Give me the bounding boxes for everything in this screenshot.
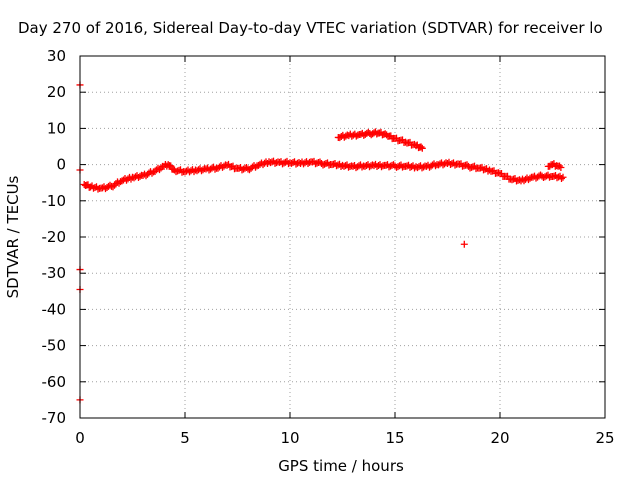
data-point [486,166,493,174]
data-point [333,162,340,170]
data-point [157,164,165,172]
data-point [558,174,565,182]
data-point [516,176,523,184]
data-point [393,163,400,171]
data-point [271,159,279,167]
data-point [378,163,385,171]
data-point [382,161,390,169]
data-point [330,160,337,168]
chart-title: Day 270 of 2016, Sidereal Day-to-day VTE… [18,19,603,37]
data-point [399,163,406,171]
y-tick-label: -40 [42,300,67,318]
data-point [90,184,97,192]
data-point [557,163,565,171]
data-point [463,161,471,169]
data-point [553,174,561,182]
data-point [451,161,459,169]
data-point [109,183,117,191]
data-point [190,168,198,176]
data-point [418,144,426,152]
plot-frame [79,55,606,419]
series-outliers [76,81,468,404]
data-point [352,132,360,140]
y-tick-label: 30 [47,47,66,65]
data-point [156,166,163,174]
data-point [550,172,558,180]
data-point [199,166,207,174]
data-point [111,181,118,189]
series-upper-arc [334,128,426,152]
data-point [432,162,439,170]
x-tick-label: 15 [385,429,404,447]
data-point [187,167,195,175]
data-point [279,160,286,168]
data-point [546,173,553,181]
data-point [289,159,297,167]
data-point [559,173,567,181]
data-point [316,158,324,166]
y-axis-label: SDTVAR / TECUs [4,175,22,298]
x-axis-label: GPS time / hours [278,457,404,475]
y-tick-label: -70 [42,409,67,427]
y-tick-label: 20 [47,83,66,101]
y-tick-label: -10 [42,192,67,210]
series-main-trace [80,157,567,193]
y-tick-label: 10 [47,119,66,137]
data-point [340,162,348,170]
data-point [235,164,243,172]
data-point [495,169,502,177]
data-point [288,159,295,167]
data-point [267,159,274,167]
y-tick-label: -50 [42,337,67,355]
data-point [319,161,327,169]
grid-lines [80,56,605,418]
data-point [322,160,330,168]
x-tick-label: 10 [280,429,299,447]
series-late-segment [544,160,565,171]
data-point [556,162,563,170]
data-point [460,240,468,248]
data-point [540,174,547,182]
data-point [417,143,425,151]
data-point [268,158,276,166]
data-series [76,81,567,404]
data-point [91,184,99,192]
x-tick-label: 5 [180,429,190,447]
data-point [526,174,534,182]
data-point [345,163,352,171]
data-point [385,163,393,171]
y-tick-label: -30 [42,264,67,282]
data-point [151,167,159,175]
data-point [321,160,328,168]
data-point [220,162,228,170]
data-point [238,166,246,174]
y-tick-label: -60 [42,373,67,391]
data-point [136,172,144,180]
axis-ticks: 0 5 10 15 20 25 -70 -60 -50 -40 -30 -20 -10 0 10 20 30 [42,47,615,447]
y-tick-label: 0 [56,156,66,174]
data-point [211,165,219,173]
data-point [342,162,349,170]
x-tick-label: 0 [75,429,85,447]
y-tick-label: -20 [42,228,67,246]
data-point [94,185,102,193]
x-tick-label: 25 [595,429,614,447]
x-tick-label: 20 [490,429,509,447]
